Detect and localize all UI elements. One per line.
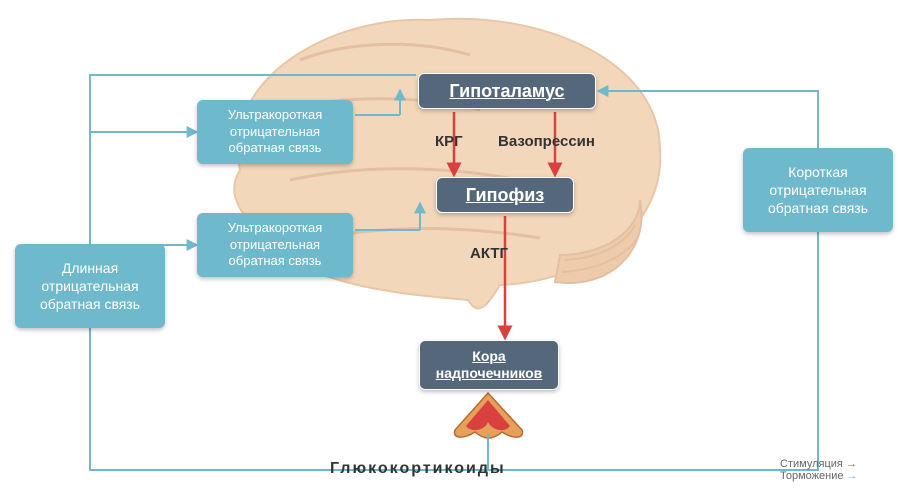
node-label: Ультракороткая отрицательная обратная св… [207,220,343,271]
legend-inhibition: Торможение → [780,470,858,482]
adrenal-gland-shape [454,393,522,438]
node-label: Длинная отрицательная обратная связь [25,259,155,314]
legend-stimulation: Стимуляция → [780,458,858,470]
legend: Стимуляция → Торможение → [780,458,858,482]
legend-inhib-label: Торможение [780,470,843,482]
node-ultrashort-bottom: Ультракороткая отрицательная обратная св… [197,213,353,277]
node-label: Гипоталамус [449,81,564,102]
node-hypothalamus: Гипоталамус [418,73,596,109]
node-long-feedback: Длинная отрицательная обратная связь [15,244,165,328]
label-vasopressin: Вазопрессин [498,133,595,150]
node-short-feedback: Короткая отрицательная обратная связь [743,148,893,232]
node-ultrashort-top: Ультракороткая отрицательная обратная св… [197,100,353,164]
legend-stim-label: Стимуляция [780,458,843,470]
label-glucocorticoids: Глюкокортикоиды [330,460,506,478]
label-acth: АКТГ [470,245,508,262]
node-label-line1: Кора [472,348,505,365]
node-label-line2: надпочечников [436,365,543,382]
label-crh: КРГ [435,133,463,150]
arrow-right-icon: → [847,470,858,482]
node-label: Гипофиз [466,185,544,206]
arrow-right-icon: → [846,458,857,470]
node-pituitary: Гипофиз [436,177,574,213]
node-adrenal-cortex: Кора надпочечников [419,340,559,390]
node-label: Ультракороткая отрицательная обратная св… [207,107,343,158]
node-label: Короткая отрицательная обратная связь [753,163,883,218]
